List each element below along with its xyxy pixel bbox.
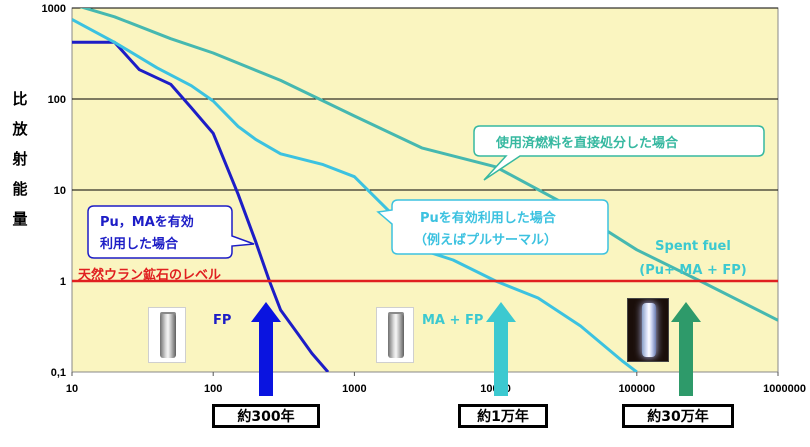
callout-pu-ma-line2: 利用した場合 (100, 236, 179, 252)
y-axis-label-char: 放 (12, 120, 28, 138)
x-tick-label: 1000000 (763, 383, 806, 395)
series-group (72, 8, 778, 372)
natural-uranium-level-label: 天然ウラン鉱石のレベル (78, 267, 221, 283)
y-axis-label-char: 量 (12, 210, 28, 228)
x-tick-label: 10 (66, 383, 78, 395)
era-10000-years: 約1万年 (458, 404, 548, 428)
y-tick-label: 1 (60, 276, 66, 288)
arrow-fp (251, 302, 281, 396)
y-tick-label: 100 (48, 94, 66, 106)
callout-direct-disposal: 使用済燃料を直接処分した場合 (473, 125, 765, 181)
label-ma-fp: MA + FP (422, 313, 483, 328)
series-spent-fuel-line (79, 8, 778, 322)
callout-pu-ma-line1: Pu，MAを有効 (100, 214, 194, 230)
callout-pu-use-line2: （例えばプルサーマル） (414, 232, 557, 248)
y-axis-label: 比 放 射 能 量 (8, 84, 32, 234)
y-tick-label: 1000 (42, 3, 66, 15)
callout-pu-use-line1: Puを有効利用した場合 (420, 210, 557, 226)
y-axis-label-char: 射 (12, 150, 28, 168)
y-tick-label: 0,1 (51, 367, 66, 379)
spent-fuel-image (627, 298, 669, 362)
label-fp: FP (213, 313, 231, 328)
callout-direct-disposal-text: 使用済燃料を直接処分した場合 (495, 135, 679, 151)
era-300000-years: 約30万年 (622, 404, 734, 428)
callout-pu-ma-use: Pu，MAを有効 利用した場合 (87, 205, 255, 259)
x-tick-label: 100 (204, 383, 222, 395)
y-axis-label-char: 比 (12, 90, 28, 108)
arrow-spent-fuel (671, 302, 701, 396)
arrow-ma-fp (486, 302, 516, 396)
x-tick-label: 1000 (342, 383, 366, 395)
series-ma-fp-line (72, 18, 638, 372)
series-fp-line (72, 40, 330, 372)
label-spent-fuel: Spent fuel (655, 239, 731, 254)
y-tick-label: 10 (54, 185, 66, 197)
fp-canister-image (148, 307, 186, 363)
callout-pu-use: Puを有効利用した場合 （例えばプルサーマル） (376, 199, 609, 255)
x-tick-label: 100000 (618, 383, 655, 395)
y-axis-label-char: 能 (12, 180, 28, 198)
label-spent-fuel-composition: (Pu+ MA + FP) (639, 263, 746, 278)
ma-fp-canister-image (376, 307, 414, 363)
era-300-years: 約300年 (212, 404, 320, 428)
